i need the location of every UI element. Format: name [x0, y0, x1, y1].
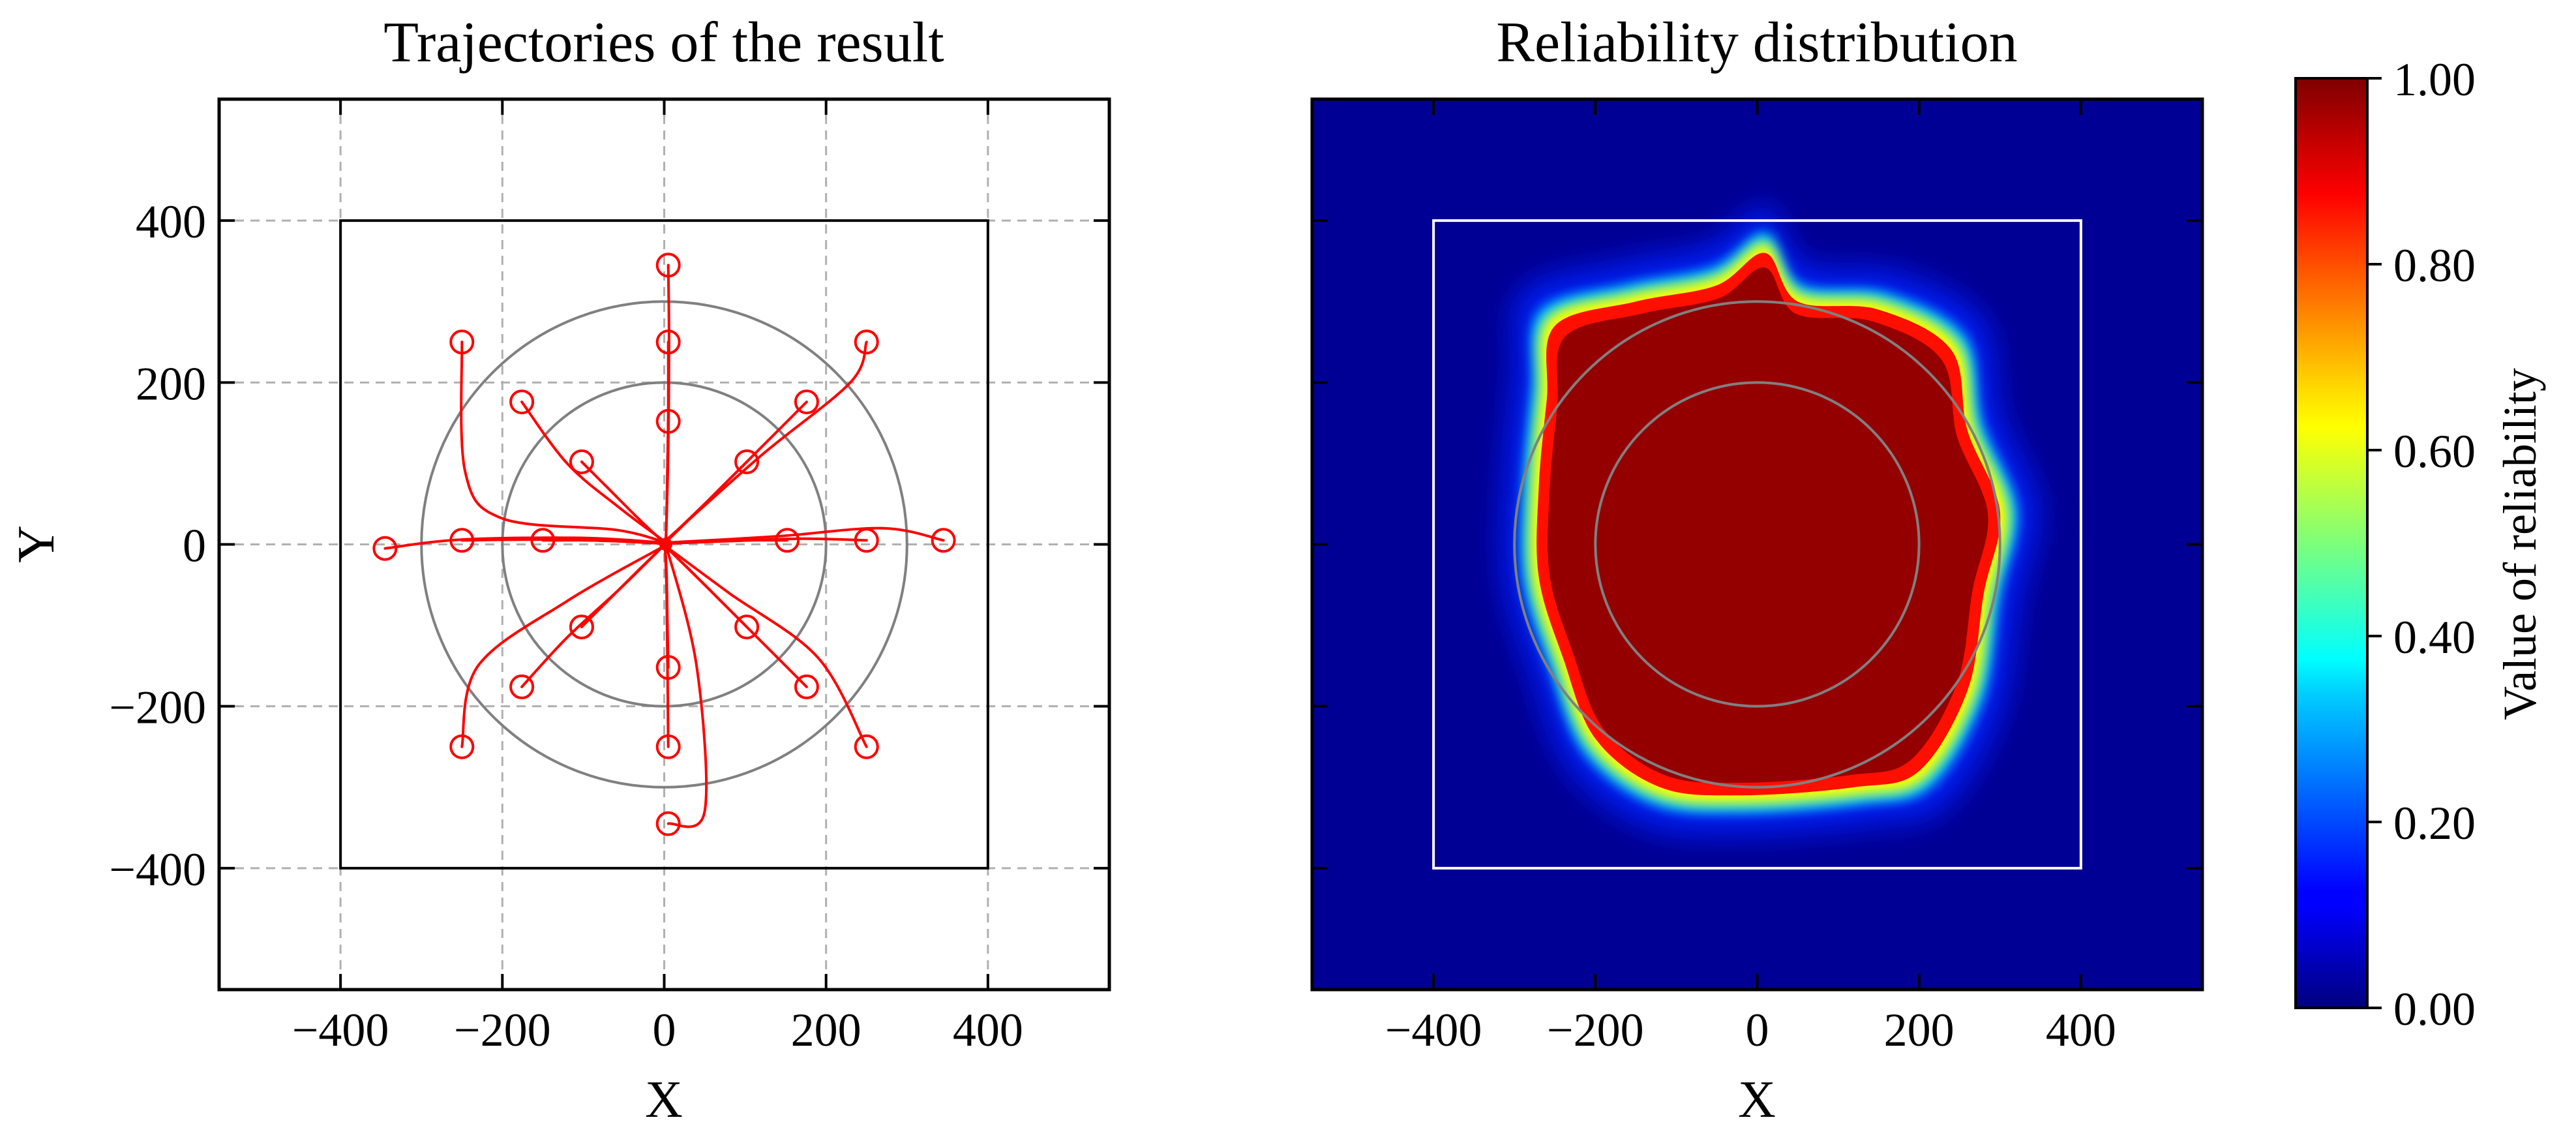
colorbar-label: Value of reliability [2494, 368, 2546, 720]
trajectory-line [383, 536, 666, 550]
colorbar-tick-label: 0.80 [2393, 239, 2476, 292]
trajectory-ticks: −400 −200 0 200 400 −400 −200 0 200 400 [109, 99, 1109, 1056]
goal-point [659, 538, 672, 551]
trajectory-line [665, 543, 708, 828]
start-marker [449, 329, 475, 355]
trajectory-line [665, 419, 670, 546]
start-marker [775, 528, 800, 553]
x-tick-label: 200 [1884, 1004, 1954, 1056]
boundary-square [1432, 219, 2082, 870]
y-tick-label: 200 [136, 357, 206, 410]
boundary-square [339, 219, 989, 870]
colorbar-tick-label: 0.00 [2393, 983, 2476, 1035]
start-marker [509, 674, 535, 699]
trajectory-line [580, 460, 666, 544]
x-tick-label: 400 [2046, 1004, 2116, 1056]
start-marker [734, 615, 760, 640]
colorbar-tick-label: 0.60 [2393, 425, 2476, 478]
start-marker [372, 536, 398, 561]
colorbar-gradient [2294, 77, 2369, 1009]
start-marker [449, 734, 475, 759]
start-marker [655, 734, 681, 759]
reference-circle [1513, 300, 2001, 789]
trajectory-line [663, 539, 789, 545]
y-tick-label: 0 [183, 520, 206, 572]
x-tick-label: −200 [454, 1004, 551, 1056]
reliability-ticks: −400 −200 0 200 400 [1312, 99, 2202, 1056]
start-marker [854, 329, 879, 355]
start-marker [569, 615, 594, 640]
start-marker [655, 408, 681, 434]
reference-circle [1594, 381, 1921, 708]
trajectory-start-markers [372, 252, 956, 836]
trajectory-boundary-square [339, 219, 989, 870]
start-marker [655, 252, 681, 278]
start-marker [655, 655, 681, 680]
x-tick-label: 0 [1746, 1004, 1769, 1056]
reference-circle [501, 381, 828, 708]
trajectory-line [663, 460, 749, 545]
trajectory-line [460, 545, 666, 748]
colorbar: 0.00 0.20 0.40 0.60 0.80 1.00 Value of reliab… [2294, 53, 2546, 1035]
x-tick-label: 0 [653, 1004, 676, 1056]
trajectory-line [541, 539, 666, 545]
start-marker [569, 449, 594, 474]
x-tick-label: −400 [292, 1004, 389, 1056]
start-marker [509, 389, 535, 415]
x-tick-label: 200 [791, 1004, 861, 1056]
trajectory-lines [383, 264, 945, 828]
start-marker [854, 734, 879, 759]
start-marker [530, 528, 556, 553]
y-tick-label: −400 [109, 843, 206, 896]
x-tick-label: −200 [1547, 1004, 1644, 1056]
reliability-title: Reliability distribution [1496, 11, 2017, 74]
start-marker [655, 811, 681, 836]
reliability-x-axis-label: X [1738, 1071, 1776, 1129]
reliability-boundary-square [1432, 219, 2082, 870]
trajectory-line [520, 401, 666, 543]
y-tick-label: 400 [136, 196, 206, 248]
trajectory-panel: Trajectories of the result X Y −400 −200 0… [8, 11, 1111, 1129]
colorbar-ticks: 0.00 0.20 0.40 0.60 0.80 1.00 [2367, 53, 2476, 1035]
trajectory-line [663, 543, 749, 629]
start-marker [931, 528, 956, 553]
reliability-panel: Reliability distribution X −400 −200 0 200 4… [1310, 11, 2204, 1129]
y-tick-label: −200 [109, 682, 206, 734]
reliability-heatmap-region [1501, 205, 2039, 836]
start-marker [734, 449, 760, 474]
trajectory-line [460, 341, 666, 543]
colorbar-tick-label: 0.40 [2393, 611, 2476, 663]
start-marker [794, 389, 819, 415]
start-marker [854, 528, 879, 553]
trajectory-x-axis-label: X [645, 1071, 683, 1129]
trajectory-line [580, 543, 666, 629]
colorbar-tick-label: 1.00 [2393, 53, 2476, 106]
x-tick-label: 400 [953, 1004, 1023, 1056]
start-marker [794, 674, 819, 699]
start-marker [655, 329, 681, 355]
trajectory-title: Trajectories of the result [383, 11, 944, 74]
trajectory-y-axis-label: Y [8, 525, 65, 563]
trajectory-line [663, 543, 670, 669]
trajectory-line [663, 543, 868, 748]
colorbar-tick-label: 0.20 [2393, 797, 2476, 849]
reliability-reference-circles [1513, 300, 2001, 789]
start-marker [449, 528, 475, 553]
x-tick-label: −400 [1385, 1004, 1482, 1056]
